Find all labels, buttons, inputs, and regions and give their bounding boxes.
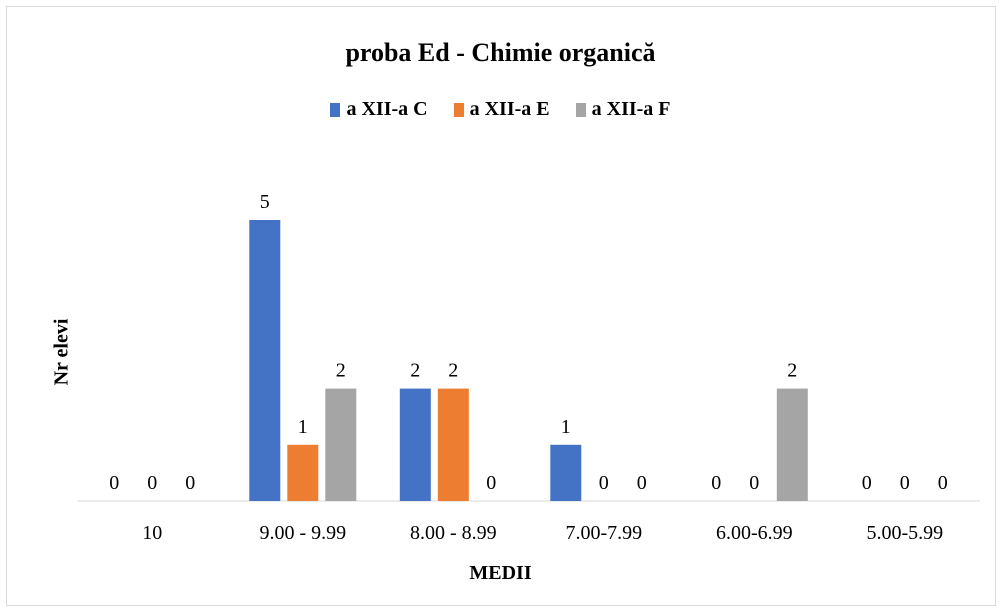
data-label-4-2: 2: [787, 360, 797, 382]
data-label-4-0: 0: [711, 472, 721, 494]
data-label-2-2: 0: [486, 472, 496, 494]
legend-label-c: a XII-a C: [346, 98, 428, 120]
data-label-0-1: 0: [147, 472, 157, 494]
legend-item-f: a XII-a F: [575, 98, 671, 121]
legend-label-e: a XII-a E: [469, 98, 550, 120]
legend-swatch-c: [330, 102, 341, 117]
legend-label-f: a XII-a F: [591, 98, 671, 120]
legend-item-c: a XII-a C: [330, 98, 428, 121]
x-tick-label-3: 7.00-7.99: [565, 522, 642, 544]
bar-3-0: [550, 444, 582, 501]
data-label-0-2: 0: [185, 472, 195, 494]
data-label-3-2: 0: [637, 472, 647, 494]
legend-swatch-f: [575, 102, 586, 117]
x-tick-label-1: 9.00 - 9.99: [259, 522, 346, 544]
data-label-2-0: 2: [410, 360, 420, 382]
bar-1-0: [249, 220, 281, 501]
data-label-5-0: 0: [862, 472, 872, 494]
bar-1-2: [325, 388, 357, 501]
bar-2-0: [399, 388, 431, 501]
legend-item-e: a XII-a E: [453, 98, 550, 121]
data-label-5-1: 0: [900, 472, 910, 494]
data-label-3-0: 1: [561, 416, 571, 438]
bar-2-1: [437, 388, 469, 501]
legend-swatch-e: [453, 102, 464, 117]
chart-area: [6, 6, 996, 606]
chart-title: proba Ed - Chimie organică: [345, 38, 656, 67]
bar-4-2: [776, 388, 808, 501]
data-label-5-2: 0: [938, 472, 948, 494]
x-tick-label-2: 8.00 - 8.99: [410, 522, 497, 544]
data-label-4-1: 0: [749, 472, 759, 494]
x-tick-label-5: 5.00-5.99: [866, 522, 943, 544]
x-tick-label-0: 10: [142, 522, 162, 544]
data-label-1-0: 5: [260, 191, 270, 213]
data-label-1-2: 2: [336, 360, 346, 382]
data-label-0-0: 0: [109, 472, 119, 494]
x-axis-label: MEDII: [469, 562, 532, 584]
legend: a XII-a C a XII-a E a XII-a F: [0, 98, 1001, 121]
bar-1-1: [287, 444, 319, 501]
data-label-3-1: 0: [599, 472, 609, 494]
data-label-2-1: 2: [448, 360, 458, 382]
data-label-1-1: 1: [298, 416, 308, 438]
x-tick-label-4: 6.00-6.99: [716, 522, 793, 544]
